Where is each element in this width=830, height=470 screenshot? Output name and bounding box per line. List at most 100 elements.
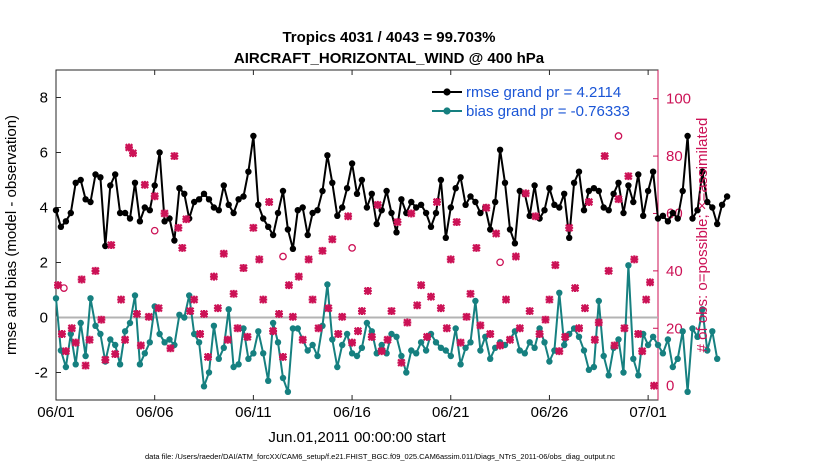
assimilated-point: [531, 212, 540, 221]
rmse-point: [487, 226, 494, 233]
rmse-point: [314, 207, 321, 214]
y-tick-label: 2: [40, 255, 48, 272]
rmse-point: [107, 182, 114, 189]
bias-point: [121, 328, 129, 335]
assimilated-point: [121, 335, 130, 344]
bias-point: [314, 352, 321, 360]
rmse-point: [679, 187, 686, 195]
assimilated-point: [239, 263, 248, 273]
assimilated-point: [634, 329, 643, 339]
rmse-point: [294, 207, 301, 214]
bias-point: [72, 361, 79, 368]
bias-point: [77, 319, 84, 327]
assimilated-point: [324, 304, 333, 313]
bias-point: [531, 344, 538, 351]
rmse-point: [649, 168, 657, 175]
rmse-point: [284, 226, 292, 233]
bias-point: [649, 333, 657, 340]
rmse-point: [353, 190, 361, 197]
assimilated-point: [555, 347, 564, 356]
rmse-point: [531, 182, 538, 189]
assimilated-point: [476, 321, 485, 330]
assimilated-point: [81, 361, 90, 370]
rmse-point: [546, 185, 553, 192]
bias-point: [324, 281, 331, 288]
assimilated-point: [97, 315, 106, 324]
rmse-point: [339, 204, 346, 211]
bias-point: [126, 319, 134, 327]
rmse-point: [516, 187, 523, 195]
assimilated-point: [294, 272, 303, 281]
assimilated-point: [462, 312, 471, 321]
bias-point: [245, 355, 252, 362]
bias-point: [240, 325, 247, 332]
rmse-point: [116, 209, 124, 217]
assimilated-point: [541, 315, 550, 324]
assimilated-point: [452, 218, 461, 227]
y-right-tick-label: 20: [666, 320, 683, 337]
rmse-point: [299, 204, 306, 211]
rmse-point: [590, 185, 598, 192]
bias-point: [141, 350, 148, 357]
legend-bias-marker: [443, 107, 451, 115]
assimilated-point: [432, 197, 442, 207]
assimilated-point: [170, 152, 179, 161]
y-axis-label: rmse and bias (model - observation): [3, 115, 20, 355]
assimilated-point: [422, 332, 432, 341]
assimilated-point: [496, 341, 505, 350]
assimilated-point: [209, 272, 218, 281]
assimilated-point: [160, 209, 169, 218]
assimilated-point: [642, 295, 651, 304]
bias-point: [580, 347, 588, 354]
assimilated-point: [150, 192, 159, 201]
y-tick-label: 0: [40, 310, 48, 327]
assimilated-point: [213, 304, 222, 313]
rmse-point: [669, 209, 676, 217]
bias-point: [255, 328, 262, 335]
possible-point: [150, 226, 159, 235]
bias-point: [546, 358, 553, 365]
legend-bias-label: bias grand pr = -0.76333: [466, 103, 630, 120]
assimilated-point: [111, 350, 120, 359]
assimilated-point: [223, 335, 232, 344]
bias-point: [714, 355, 721, 362]
rmse-point: [121, 209, 129, 217]
assimilated-point: [117, 295, 126, 304]
bias-point: [413, 350, 420, 357]
assimilated-point: [190, 295, 199, 304]
assimilated-point: [154, 304, 163, 313]
rmse-point: [585, 187, 593, 195]
rmse-point: [398, 196, 405, 203]
rmse-point: [442, 234, 449, 241]
bias-point: [689, 325, 696, 332]
bias-point: [304, 347, 311, 354]
bias-point: [699, 306, 706, 313]
bias-point: [640, 330, 647, 338]
rmse-point: [704, 198, 711, 206]
bias-point: [669, 363, 676, 371]
rmse-point: [240, 193, 247, 200]
rmse-point: [358, 176, 366, 184]
rmse-point: [136, 218, 144, 225]
assimilated-point: [199, 309, 209, 318]
assimilated-point: [604, 266, 613, 275]
rmse-point: [600, 204, 607, 211]
bias-point: [615, 336, 622, 343]
bias-point: [52, 295, 60, 302]
assimilated-point: [426, 292, 436, 301]
y-right-tick-label: 100: [666, 91, 691, 108]
rmse-point: [141, 204, 148, 211]
legend-rmse-label: rmse grand pr = 4.2114: [466, 84, 621, 101]
bias-point: [526, 339, 533, 346]
y-tick-label: 8: [40, 90, 48, 107]
bias-point: [630, 355, 637, 362]
bias-point: [393, 333, 400, 340]
rmse-point: [605, 207, 612, 214]
assimilated-point: [136, 341, 145, 350]
bias-point: [156, 330, 163, 338]
rmse-point: [511, 240, 519, 247]
bias-point: [403, 369, 410, 376]
rmse-point: [644, 187, 652, 195]
rmse-point: [92, 171, 99, 178]
assimilated-point: [53, 281, 63, 290]
